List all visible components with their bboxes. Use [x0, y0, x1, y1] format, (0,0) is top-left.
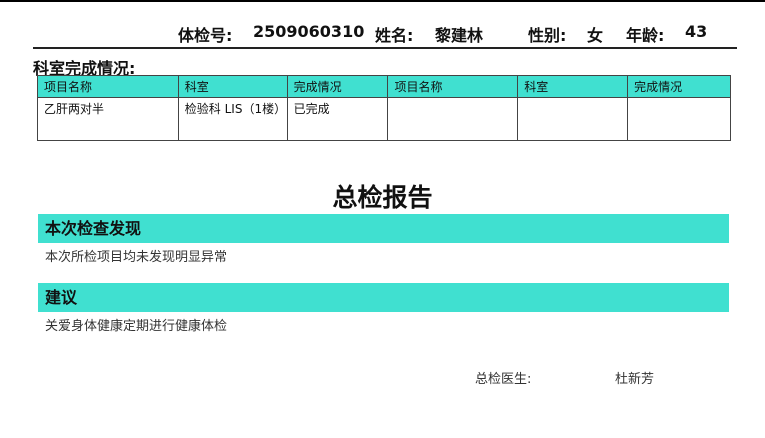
- name-label: 姓名:: [375, 26, 414, 45]
- dept-completion-table: 项目名称 科室 完成情况 项目名称 科室 完成情况 乙肝两对半 检验科 LIS（…: [37, 75, 731, 141]
- doctor-label: 总检医生:: [475, 372, 532, 387]
- cell: 乙肝两对半: [37, 97, 179, 141]
- cell: [517, 97, 629, 141]
- patient-name: 黎建林: [435, 26, 484, 45]
- exam-no-label: 体检号:: [178, 26, 233, 45]
- col-header: 科室: [517, 75, 629, 98]
- sex: 女: [587, 26, 604, 45]
- table-header-row: 项目名称 科室 完成情况 项目名称 科室 完成情况: [37, 75, 731, 98]
- age: 43: [685, 22, 708, 41]
- cell: 检验科 LIS（1楼）: [177, 97, 288, 141]
- cell: [627, 97, 731, 141]
- sex-label: 性别:: [528, 26, 567, 45]
- col-header: 完成情况: [286, 75, 389, 98]
- col-header: 完成情况: [627, 75, 731, 98]
- advice-heading: 建议: [38, 283, 729, 312]
- doctor-name: 杜新芳: [615, 372, 655, 387]
- findings-text: 本次所检项目均未发现明显异常: [45, 250, 228, 265]
- top-border: [0, 0, 765, 2]
- col-header: 科室: [177, 75, 288, 98]
- exam-no: 2509060310: [253, 22, 365, 41]
- col-header: 项目名称: [387, 75, 519, 98]
- table-row: 乙肝两对半 检验科 LIS（1楼） 已完成: [37, 97, 731, 141]
- findings-heading: 本次检查发现: [38, 214, 729, 243]
- cell: [387, 97, 519, 141]
- dept-section-title: 科室完成情况:: [33, 59, 136, 78]
- col-header: 项目名称: [37, 75, 179, 98]
- age-label: 年龄:: [626, 26, 665, 45]
- report-title: 总检报告: [332, 183, 433, 212]
- cell: 已完成: [286, 97, 389, 141]
- advice-text: 关爱身体健康定期进行健康体检: [45, 319, 228, 334]
- header-divider: [33, 47, 737, 49]
